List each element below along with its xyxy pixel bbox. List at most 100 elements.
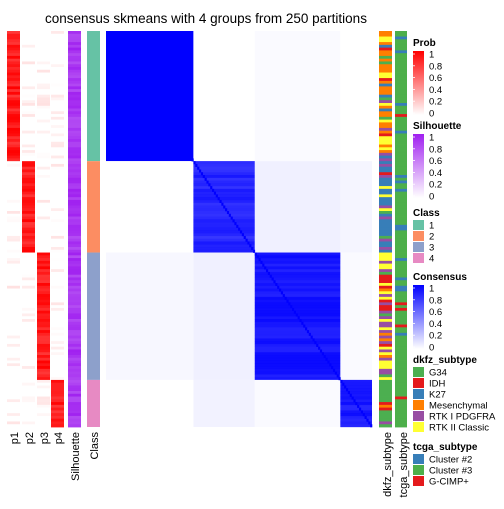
prob-cell — [51, 396, 64, 400]
prob-cell — [22, 280, 35, 284]
prob-cell — [37, 357, 50, 361]
tcga-subtype-cell — [395, 36, 407, 40]
prob-cell — [51, 50, 64, 54]
tcga-subtype-cell — [395, 202, 407, 206]
prob-cell — [51, 238, 64, 242]
consensus-diagonal-cell — [232, 219, 235, 223]
silhouette-cell — [68, 349, 81, 353]
prob-cell — [51, 324, 64, 328]
prob-cell — [37, 283, 50, 287]
prob-cell — [51, 343, 64, 348]
dkfz-subtype-cell — [379, 274, 392, 278]
dkfz-subtype-cell — [379, 108, 392, 112]
consensus-diagonal-cell — [295, 313, 298, 317]
prob-cell — [37, 177, 50, 181]
tcga-subtype-cell — [395, 368, 407, 373]
dkfz-subtype-cell — [379, 260, 392, 265]
prob-cell — [37, 280, 50, 284]
consensus-diagonal-cell — [206, 180, 209, 184]
legend-tcga-subtype-label: Cluster #3 — [429, 466, 472, 477]
dkfz-subtype-cell — [379, 31, 392, 35]
prob-cell — [37, 363, 50, 367]
dkfz-subtype-cell — [379, 388, 392, 392]
tcga-subtype-cell — [395, 294, 407, 298]
prob-cell — [22, 177, 35, 181]
prob-cell — [7, 114, 20, 118]
dkfz-subtype-cell — [379, 424, 392, 428]
prob-cell — [37, 83, 50, 87]
tcga-subtype-cell — [395, 338, 407, 342]
prob-cell — [51, 222, 64, 226]
prob-cell — [7, 188, 20, 193]
consensus-diagonal-cell — [197, 166, 200, 170]
prob-cell — [37, 116, 50, 121]
prob-cell — [7, 393, 20, 397]
tcga-subtype-cell — [395, 155, 407, 159]
consensus-diagonal-cell — [141, 83, 144, 87]
prob-cell — [7, 141, 20, 145]
dkfz-subtype-cell — [379, 247, 392, 251]
silhouette-cell — [68, 235, 81, 240]
consensus-row — [193, 188, 255, 192]
consensus-diagonal-cell — [219, 199, 222, 203]
prob-cell — [22, 413, 35, 417]
prob-cell — [22, 335, 35, 339]
legend-class-swatch — [413, 242, 424, 252]
consensus-row — [193, 222, 255, 226]
prob-cell — [7, 78, 20, 82]
prob-cell — [22, 188, 35, 193]
column-label-p3: p3 — [39, 432, 51, 444]
prob-cell — [51, 108, 64, 112]
dkfz-subtype-cell — [379, 172, 392, 176]
prob-cell — [37, 299, 50, 303]
dkfz-subtype-cell — [379, 305, 392, 309]
dkfz-subtype-cell — [379, 379, 392, 384]
consensus-diagonal-cell — [349, 393, 352, 397]
prob-cell — [37, 316, 50, 320]
tcga-subtype-cell — [395, 288, 407, 292]
prob-cell — [51, 119, 64, 123]
prob-cell — [37, 332, 50, 337]
tcga-subtype-cell — [395, 377, 407, 381]
silhouette-cell — [68, 169, 81, 173]
consensus-row — [193, 161, 255, 165]
silhouette-cell — [68, 127, 81, 132]
tcga-subtype-cell — [395, 100, 407, 104]
tcga-subtype-cell — [395, 424, 407, 428]
dkfz-subtype-cell — [379, 83, 392, 87]
consensus-row — [193, 213, 255, 217]
prob-cell — [37, 335, 50, 339]
legend-silhouette-tick-label: 0.2 — [429, 180, 442, 191]
tcga-subtype-cell — [395, 50, 407, 54]
prob-cell — [7, 100, 20, 104]
prob-cell — [7, 44, 20, 49]
dkfz-subtype-cell — [379, 363, 392, 367]
consensus-diagonal-cell — [195, 163, 198, 167]
tcga-subtype-cell — [395, 255, 407, 259]
prob-cell — [7, 299, 20, 303]
consensus-diagonal-cell — [342, 382, 345, 386]
prob-cell — [22, 172, 35, 176]
prob-cell — [7, 285, 20, 289]
consensus-row — [193, 247, 255, 251]
prob-cell — [7, 321, 20, 325]
prob-cell — [51, 271, 64, 276]
prob-cell — [51, 100, 64, 104]
prob-cell — [22, 152, 35, 157]
prob-cell — [37, 205, 50, 209]
prob-cell — [22, 47, 35, 51]
dkfz-subtype-cell — [379, 61, 392, 65]
prob-cell — [22, 183, 35, 187]
consensus-diagonal-cell — [271, 277, 274, 281]
consensus-diagonal-cell — [158, 108, 161, 112]
prob-cell — [22, 244, 35, 248]
prob-cell — [22, 208, 35, 212]
silhouette-cell — [68, 310, 81, 314]
prob-cell — [7, 291, 20, 295]
tcga-subtype-cell — [395, 116, 407, 121]
prob-cell — [22, 163, 35, 168]
consensus-diagonal-cell — [226, 211, 230, 215]
prob-cell — [22, 133, 35, 137]
prob-cell — [37, 58, 50, 62]
